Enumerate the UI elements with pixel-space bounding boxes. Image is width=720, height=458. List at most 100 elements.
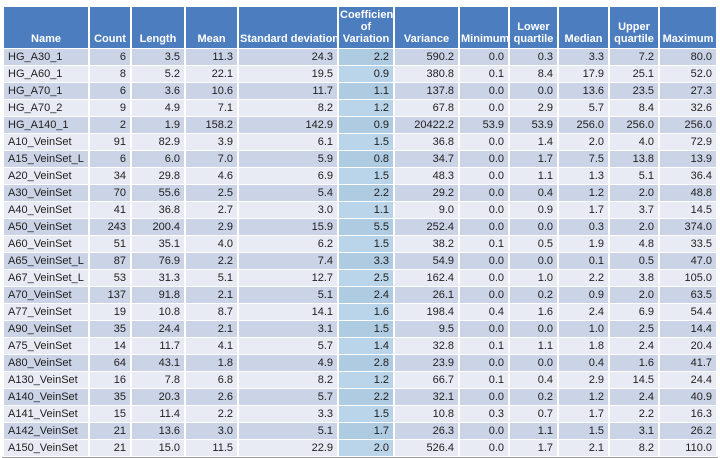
value-cell-standard-deviation: 7.4: [239, 253, 337, 269]
table-row-a140-veinset: A140_VeinSet 35 20.3 2.6 5.7 2.2 32.1 0.0 0.2 1.2…: [4, 389, 716, 405]
value-cell-lower-quartile: 1.7: [510, 151, 557, 167]
value-cell-maximum: 14.4: [660, 321, 716, 337]
column-header-coefficient-of-variation: Coefficient of Variation: [339, 7, 393, 48]
value-cell-median: 1.7: [559, 406, 608, 422]
table-row-a20-veinset: A20_VeinSet 34 29.8 4.6 6.9 1.5 48.3 0.0 1.1 1.3 5…: [4, 168, 716, 184]
value-cell-upper-quartile: 23.5: [610, 83, 658, 99]
value-cell-count: 19: [90, 304, 130, 320]
row-name-cell: A30_VeinSet: [4, 185, 88, 201]
value-cell-maximum: 52.0: [660, 66, 716, 82]
vein-statistics-table: Name Count Length Mean Standard deviation Coe…: [2, 6, 718, 457]
value-cell-upper-quartile: 1.6: [610, 355, 658, 371]
value-cell-minimum: 0.1: [460, 236, 508, 252]
value-cell-mean: 158.2: [186, 117, 237, 133]
value-cell-median: 1.8: [559, 338, 608, 354]
value-cell-upper-quartile: 2.0: [610, 219, 658, 235]
value-cell-lower-quartile: 0.0: [510, 355, 557, 371]
table-body: HG_A30_1 6 3.5 11.3 24.3 2.2 590.2 0.0 0.3 3.3 7.2…: [4, 49, 716, 456]
value-cell-minimum: 0.0: [460, 202, 508, 218]
table-row-a90-veinset: A90_VeinSet 35 24.4 2.1 3.1 1.5 9.5 0.0 0.0 1.0 2.…: [4, 321, 716, 337]
table-row-a70-veinset: A70_VeinSet 137 91.8 2.1 5.1 2.4 26.1 0.0 0.2 0.9…: [4, 287, 716, 303]
column-header-count: Count: [90, 7, 130, 48]
row-name-cell: A80_VeinSet: [4, 355, 88, 371]
column-header-variance: Variance: [395, 7, 458, 48]
table-row-a130-veinset: A130_VeinSet 16 7.8 6.8 8.2 1.2 66.7 0.1 0.4 2.9 1…: [4, 372, 716, 388]
value-cell-standard-deviation: 8.2: [239, 372, 337, 388]
value-cell-mean: 11.3: [186, 49, 237, 65]
value-cell-variance: 590.2: [395, 49, 458, 65]
table-row-hg-a70-1: HG_A70_1 6 3.6 10.6 11.7 1.1 137.8 0.0 0.0 13.6 23…: [4, 83, 716, 99]
value-cell-coefficient-of-variation: 2.4: [339, 287, 393, 303]
value-cell-standard-deviation: 3.3: [239, 406, 337, 422]
value-cell-mean: 4.6: [186, 168, 237, 184]
row-name-cell: A70_VeinSet: [4, 287, 88, 303]
value-cell-mean: 10.6: [186, 83, 237, 99]
value-cell-lower-quartile: 0.7: [510, 406, 557, 422]
value-cell-mean: 2.1: [186, 321, 237, 337]
row-name-cell: A40_VeinSet: [4, 202, 88, 218]
table-row-a40-veinset: A40_VeinSet 41 36.8 2.7 3.0 1.1 9.0 0.0 0.9 1.7 3.…: [4, 202, 716, 218]
value-cell-median: 2.9: [559, 372, 608, 388]
value-cell-minimum: 0.0: [460, 219, 508, 235]
value-cell-maximum: 20.4: [660, 338, 716, 354]
value-cell-median: 2.0: [559, 134, 608, 150]
value-cell-coefficient-of-variation: 1.2: [339, 372, 393, 388]
value-cell-maximum: 41.7: [660, 355, 716, 371]
value-cell-count: 243: [90, 219, 130, 235]
value-cell-coefficient-of-variation: 2.2: [339, 185, 393, 201]
value-cell-coefficient-of-variation: 1.6: [339, 304, 393, 320]
value-cell-count: 21: [90, 423, 130, 439]
value-cell-length: 43.1: [132, 355, 184, 371]
value-cell-upper-quartile: 8.4: [610, 100, 658, 116]
value-cell-variance: 9.0: [395, 202, 458, 218]
value-cell-variance: 9.5: [395, 321, 458, 337]
value-cell-maximum: 13.9: [660, 151, 716, 167]
column-header-mean: Mean: [186, 7, 237, 48]
value-cell-standard-deviation: 3.0: [239, 202, 337, 218]
value-cell-coefficient-of-variation: 1.5: [339, 134, 393, 150]
value-cell-mean: 11.5: [186, 440, 237, 456]
value-cell-length: 76.9: [132, 253, 184, 269]
value-cell-variance: 26.1: [395, 287, 458, 303]
column-header-standard-deviation: Standard deviation: [239, 7, 337, 48]
statistics-table-container: Name Count Length Mean Standard deviation Coe…: [2, 6, 718, 458]
value-cell-lower-quartile: 0.0: [510, 253, 557, 269]
value-cell-mean: 3.0: [186, 423, 237, 439]
table-row-hg-a60-1: HG_A60_1 8 5.2 22.1 19.5 0.9 380.8 0.1 8.4 17.9 25…: [4, 66, 716, 82]
value-cell-upper-quartile: 3.8: [610, 270, 658, 286]
value-cell-upper-quartile: 0.5: [610, 253, 658, 269]
value-cell-minimum: 0.0: [460, 253, 508, 269]
value-cell-lower-quartile: 2.9: [510, 100, 557, 116]
row-name-cell: HG_A60_1: [4, 66, 88, 82]
value-cell-mean: 3.9: [186, 134, 237, 150]
value-cell-maximum: 80.0: [660, 49, 716, 65]
column-header-lower-quartile: Lower quartile: [510, 7, 557, 48]
value-cell-median: 1.0: [559, 321, 608, 337]
value-cell-variance: 38.2: [395, 236, 458, 252]
value-cell-variance: 67.8: [395, 100, 458, 116]
value-cell-count: 35: [90, 321, 130, 337]
value-cell-variance: 26.3: [395, 423, 458, 439]
value-cell-mean: 5.1: [186, 270, 237, 286]
value-cell-maximum: 47.0: [660, 253, 716, 269]
value-cell-length: 13.6: [132, 423, 184, 439]
value-cell-length: 7.8: [132, 372, 184, 388]
value-cell-standard-deviation: 12.7: [239, 270, 337, 286]
value-cell-lower-quartile: 0.2: [510, 389, 557, 405]
value-cell-variance: 36.8: [395, 134, 458, 150]
value-cell-minimum: 0.0: [460, 355, 508, 371]
value-cell-count: 51: [90, 236, 130, 252]
value-cell-minimum: 53.9: [460, 117, 508, 133]
column-header-median: Median: [559, 7, 608, 48]
value-cell-standard-deviation: 24.3: [239, 49, 337, 65]
value-cell-coefficient-of-variation: 1.5: [339, 321, 393, 337]
value-cell-length: 11.7: [132, 338, 184, 354]
value-cell-variance: 32.1: [395, 389, 458, 405]
value-cell-count: 34: [90, 168, 130, 184]
value-cell-coefficient-of-variation: 0.9: [339, 66, 393, 82]
value-cell-mean: 1.8: [186, 355, 237, 371]
value-cell-upper-quartile: 13.8: [610, 151, 658, 167]
value-cell-count: 2: [90, 117, 130, 133]
value-cell-median: 0.9: [559, 287, 608, 303]
value-cell-coefficient-of-variation: 1.1: [339, 202, 393, 218]
